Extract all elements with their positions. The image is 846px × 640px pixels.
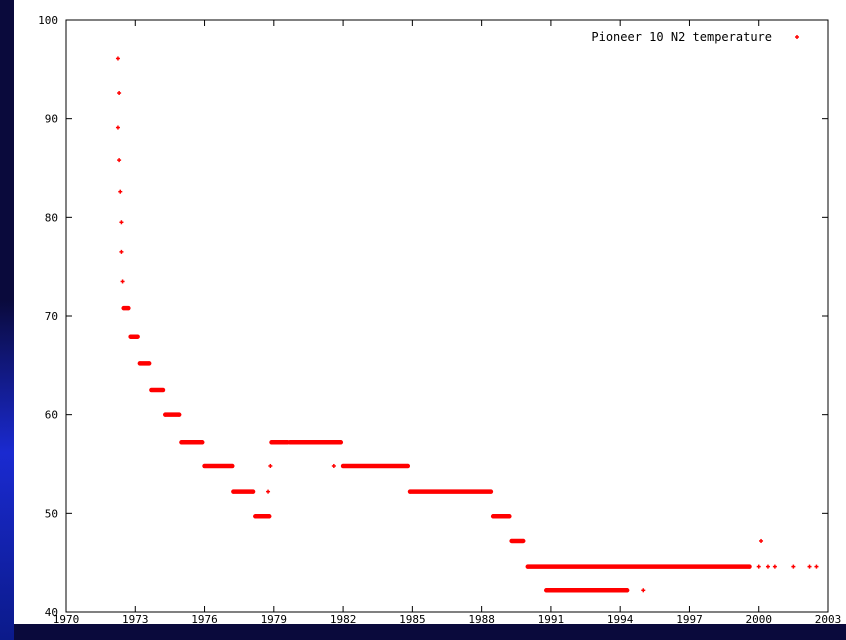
x-tick-label: 2003 bbox=[815, 613, 842, 624]
data-point bbox=[117, 91, 122, 96]
data-point bbox=[149, 388, 154, 392]
plot-panel: 1970 1973 1976 1979 1982 1985 1988 1991 1994 1997… bbox=[14, 0, 846, 624]
data-point bbox=[488, 489, 493, 494]
data-point bbox=[119, 249, 124, 254]
data-point bbox=[765, 564, 770, 569]
x-tick-label: 1973 bbox=[122, 613, 149, 624]
data-point bbox=[521, 538, 526, 543]
data-point bbox=[115, 125, 120, 130]
data-point bbox=[200, 440, 205, 445]
data-point bbox=[267, 514, 272, 519]
y-tick-label: 50 bbox=[45, 507, 58, 520]
data-point bbox=[338, 440, 343, 445]
data-point bbox=[791, 564, 796, 569]
data-point bbox=[509, 538, 514, 543]
data-point bbox=[507, 514, 512, 519]
y-tick-label: 100 bbox=[38, 14, 58, 27]
x-tick-label: 2000 bbox=[745, 613, 772, 624]
data-point bbox=[135, 334, 140, 339]
data-point bbox=[772, 564, 777, 569]
data-point bbox=[251, 489, 256, 494]
series-points bbox=[115, 56, 819, 593]
series-segments bbox=[121, 305, 752, 593]
data-point bbox=[137, 361, 142, 366]
x-tick-label: 1970 bbox=[53, 613, 80, 624]
legend-marker-glyph bbox=[795, 35, 799, 39]
data-point bbox=[147, 361, 152, 366]
x-tick-label: 1988 bbox=[468, 613, 495, 624]
data-point bbox=[163, 412, 168, 417]
x-tick-label: 1997 bbox=[676, 613, 703, 624]
data-point bbox=[525, 564, 530, 569]
y-tick-label: 90 bbox=[45, 113, 58, 126]
legend: Pioneer 10 N2 temperature bbox=[591, 30, 799, 44]
legend-marker bbox=[795, 35, 799, 39]
y-axis: 40 50 60 70 80 90 100 bbox=[38, 14, 828, 619]
data-point bbox=[160, 388, 165, 392]
data-point bbox=[625, 588, 630, 593]
data-point bbox=[121, 306, 126, 311]
data-point bbox=[641, 588, 646, 593]
data-point bbox=[747, 564, 752, 569]
x-tick-label: 1982 bbox=[330, 613, 357, 624]
chart: 1970 1973 1976 1979 1982 1985 1988 1991 1994 1997… bbox=[38, 14, 842, 624]
data-point bbox=[807, 564, 812, 569]
data-point bbox=[230, 463, 235, 468]
data-point bbox=[231, 489, 236, 494]
x-tick-label: 1976 bbox=[191, 613, 218, 624]
y-tick-label: 80 bbox=[45, 211, 58, 224]
data-point bbox=[287, 440, 292, 445]
data-point bbox=[405, 463, 410, 468]
data-point bbox=[266, 489, 271, 494]
data-point bbox=[253, 514, 258, 519]
data-point bbox=[331, 463, 336, 468]
data-point bbox=[269, 440, 274, 445]
data-point bbox=[177, 412, 182, 417]
data-point bbox=[756, 564, 761, 569]
x-tick-label: 1985 bbox=[399, 613, 426, 624]
y-tick-label: 40 bbox=[45, 606, 58, 619]
data-point bbox=[128, 334, 133, 339]
data-point bbox=[119, 220, 124, 225]
plot-frame bbox=[65, 19, 829, 613]
data-point bbox=[544, 588, 549, 593]
data-point bbox=[341, 463, 346, 468]
data-point bbox=[268, 463, 273, 468]
data-point bbox=[759, 538, 764, 543]
data-point bbox=[202, 463, 207, 468]
data-point bbox=[491, 514, 496, 519]
x-tick-label: 1979 bbox=[261, 613, 288, 624]
y-tick-label: 60 bbox=[45, 409, 58, 422]
data-point bbox=[126, 306, 131, 311]
data-point bbox=[408, 489, 413, 494]
data-point bbox=[118, 189, 123, 194]
data-point bbox=[117, 158, 122, 163]
y-tick-label: 70 bbox=[45, 310, 58, 323]
x-tick-label: 1991 bbox=[538, 613, 565, 624]
data-point bbox=[814, 564, 819, 569]
data-point bbox=[120, 279, 125, 284]
background-glow bbox=[0, 300, 14, 640]
x-tick-label: 1994 bbox=[607, 613, 634, 624]
legend-label: Pioneer 10 N2 temperature bbox=[591, 30, 772, 44]
x-axis: 1970 1973 1976 1979 1982 1985 1988 1991 1994 1997… bbox=[53, 20, 842, 624]
data-point bbox=[115, 56, 120, 61]
data-point bbox=[179, 440, 184, 445]
